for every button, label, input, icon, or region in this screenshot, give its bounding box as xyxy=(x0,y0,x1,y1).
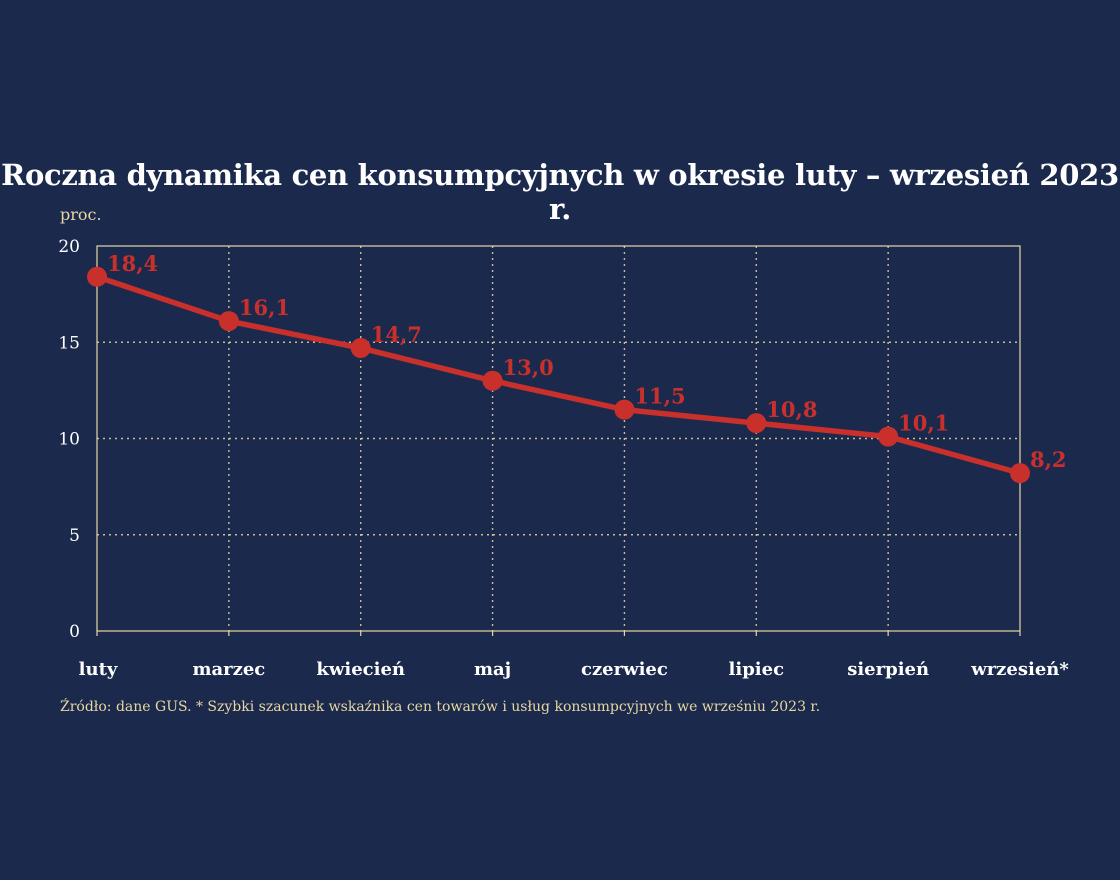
x-tick-label: wrzesień* xyxy=(970,659,1069,680)
data-label: 16,1 xyxy=(239,295,290,320)
data-label: 14,7 xyxy=(371,322,422,347)
data-label: 11,5 xyxy=(634,384,685,409)
axis-layer: 0 5 10 15 20 luty marzec kwiecień maj czerwiec lip… xyxy=(58,237,1069,680)
series-layer xyxy=(87,266,1030,484)
x-tick-label: luty xyxy=(79,659,118,680)
plot-frame xyxy=(96,245,1021,632)
series-line xyxy=(94,274,1023,476)
x-tick-label: maj xyxy=(474,659,511,680)
data-point xyxy=(878,426,899,447)
data-point xyxy=(1010,463,1030,484)
x-tick-label: kwiecień xyxy=(316,659,405,680)
data-point xyxy=(87,266,107,287)
x-tick-label: czerwiec xyxy=(581,659,668,680)
y-axis-unit: proc. xyxy=(60,205,102,224)
data-label: 18,4 xyxy=(107,251,158,276)
data-point xyxy=(218,311,239,332)
data-point xyxy=(614,399,635,420)
x-tick-label: lipiec xyxy=(729,659,785,680)
y-tick-label: 15 xyxy=(58,333,80,353)
data-point xyxy=(482,370,503,391)
x-tick-label: sierpień xyxy=(847,659,929,680)
y-tick-label: 10 xyxy=(58,430,80,450)
label-layer: 18,4 16,1 14,7 13,0 11,5 10,8 10,1 8,2 xyxy=(107,251,1067,472)
data-label: 13,0 xyxy=(503,355,554,380)
chart-footnote: Źródło: dane GUS. * Szybki szacunek wska… xyxy=(60,699,821,715)
y-tick-label: 5 xyxy=(69,526,80,546)
data-label: 10,1 xyxy=(898,411,949,436)
y-tick-label: 0 xyxy=(69,622,80,642)
chart-title: Roczna dynamika cen konsumpcyjnych w okr… xyxy=(1,158,1119,226)
data-point xyxy=(350,338,371,359)
data-point xyxy=(746,413,767,434)
data-label: 8,2 xyxy=(1030,447,1067,472)
x-tick-label: marzec xyxy=(192,659,265,680)
data-label: 10,8 xyxy=(766,397,817,422)
y-tick-label: 20 xyxy=(58,237,80,257)
